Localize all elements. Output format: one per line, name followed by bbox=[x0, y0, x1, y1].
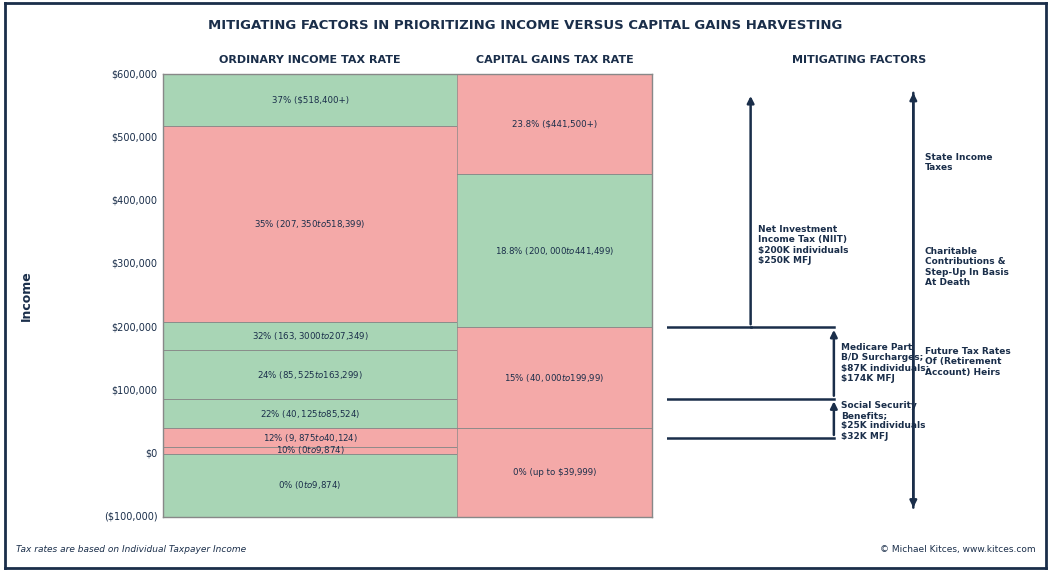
Text: 24% ($85,525 to $163,299): 24% ($85,525 to $163,299) bbox=[257, 369, 363, 381]
Text: Tax rates are based on Individual Taxpayer Income: Tax rates are based on Individual Taxpay… bbox=[16, 545, 246, 554]
Text: CAPITAL GAINS TAX RATE: CAPITAL GAINS TAX RATE bbox=[475, 55, 634, 65]
Text: $500,000: $500,000 bbox=[111, 132, 158, 142]
Text: Medicare Part
B/D Surcharges;
$87K individuals;
$174K MFJ: Medicare Part B/D Surcharges; $87K indiv… bbox=[842, 343, 930, 383]
Text: 12% ($9,875 to $40,124): 12% ($9,875 to $40,124) bbox=[263, 432, 357, 444]
Text: © Michael Kitces, www.kitces.com: © Michael Kitces, www.kitces.com bbox=[880, 545, 1035, 554]
Text: MITIGATING FACTORS: MITIGATING FACTORS bbox=[792, 55, 926, 65]
Text: 22% ($40,125 to $85,524): 22% ($40,125 to $85,524) bbox=[260, 408, 360, 420]
Text: $0: $0 bbox=[145, 449, 158, 459]
Text: ORDINARY INCOME TAX RATE: ORDINARY INCOME TAX RATE bbox=[220, 55, 400, 65]
Text: $200,000: $200,000 bbox=[111, 322, 158, 332]
Text: 10% ($0 to $9,874): 10% ($0 to $9,874) bbox=[275, 444, 345, 456]
Text: 23.8% ($441,500+): 23.8% ($441,500+) bbox=[512, 120, 597, 129]
Text: 18.8% ($200,000 to $441,499): 18.8% ($200,000 to $441,499) bbox=[495, 245, 614, 257]
Text: $600,000: $600,000 bbox=[111, 69, 158, 79]
Text: $300,000: $300,000 bbox=[111, 259, 158, 269]
Text: 35% ($207,350 to $518,399): 35% ($207,350 to $518,399) bbox=[254, 218, 366, 230]
Text: $400,000: $400,000 bbox=[111, 196, 158, 206]
Text: Net Investment
Income Tax (NIIT)
$200K individuals
$250K MFJ: Net Investment Income Tax (NIIT) $200K i… bbox=[758, 225, 849, 265]
Text: Charitable
Contributions &
Step-Up In Basis
At Death: Charitable Contributions & Step-Up In Ba… bbox=[925, 247, 1009, 287]
Text: Future Tax Rates
Of (Retirement
Account) Heirs: Future Tax Rates Of (Retirement Account)… bbox=[925, 347, 1010, 377]
Text: State Income
Taxes: State Income Taxes bbox=[925, 153, 992, 172]
Text: 32% ($163,3000 to $207,349): 32% ($163,3000 to $207,349) bbox=[251, 331, 369, 343]
Text: ($100,000): ($100,000) bbox=[104, 512, 158, 522]
Text: 0% ($0 to $9,874): 0% ($0 to $9,874) bbox=[279, 479, 342, 491]
Text: 37% ($518,400+): 37% ($518,400+) bbox=[271, 95, 349, 104]
Text: Social Security
Benefits;
$25K individuals
$32K MFJ: Social Security Benefits; $25K individua… bbox=[842, 401, 926, 441]
Text: 0% (up to $39,999): 0% (up to $39,999) bbox=[513, 468, 596, 477]
Text: 15% ($40,000 to $199,99): 15% ($40,000 to $199,99) bbox=[504, 372, 604, 384]
Text: Income: Income bbox=[20, 270, 33, 321]
Text: MITIGATING FACTORS IN PRIORITIZING INCOME VERSUS CAPITAL GAINS HARVESTING: MITIGATING FACTORS IN PRIORITIZING INCOM… bbox=[208, 19, 843, 32]
Text: $100,000: $100,000 bbox=[111, 385, 158, 395]
